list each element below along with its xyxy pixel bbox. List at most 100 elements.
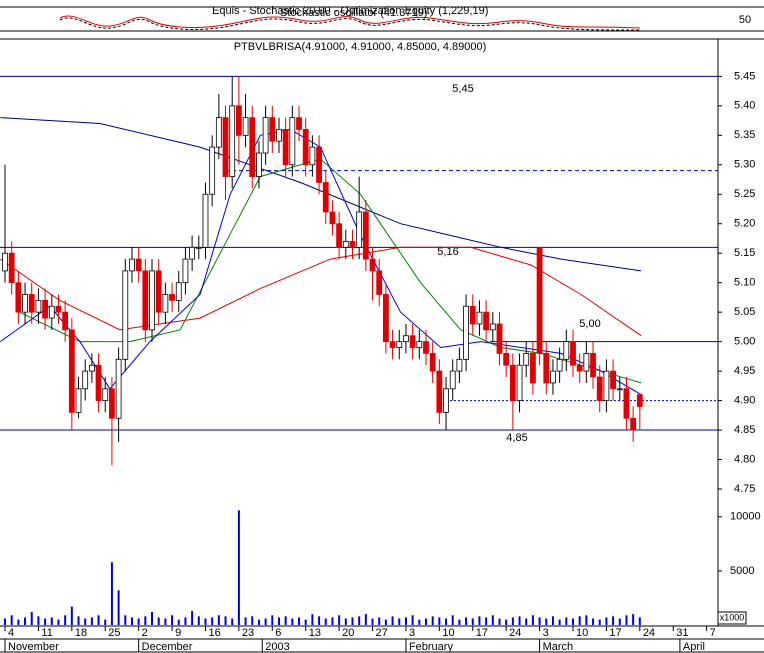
volume-bar	[458, 619, 461, 625]
x-tick-label: 11	[41, 627, 52, 639]
volume-bar	[84, 618, 87, 625]
candle-body	[242, 117, 249, 136]
candle-body	[95, 364, 102, 401]
candle-body	[469, 305, 476, 325]
level-label: 4,85	[506, 432, 527, 444]
indicator-line	[59, 15, 641, 29]
candle-body	[102, 388, 109, 401]
volume-bar	[578, 616, 581, 625]
candle-body	[536, 246, 543, 354]
volume-bar	[438, 617, 441, 625]
volume-bar	[471, 618, 474, 625]
candle-body	[416, 341, 423, 348]
volume-bar	[224, 616, 227, 625]
volume-bar	[571, 618, 574, 625]
candle-body	[182, 258, 189, 284]
x-tick-label: 2	[142, 627, 148, 639]
volume-bar	[157, 617, 160, 625]
volume-bar	[117, 590, 120, 625]
volume-bar	[371, 618, 374, 625]
candle-body	[603, 370, 610, 401]
candle-body	[336, 223, 343, 248]
x-tick-label: 3	[543, 627, 549, 639]
candle-body	[636, 394, 643, 407]
volume-bar	[197, 616, 200, 625]
indicator-line	[59, 17, 641, 31]
candle-body	[376, 270, 383, 295]
candle-body	[329, 211, 336, 225]
candle-body	[302, 129, 309, 166]
candle-body	[463, 305, 469, 360]
level-label: 5,45	[452, 83, 473, 95]
volume-bar	[110, 562, 113, 625]
volume-bar	[612, 616, 615, 625]
volume-bar	[384, 619, 387, 625]
volume-bar	[424, 618, 427, 625]
volume-bar	[551, 616, 554, 625]
candle-body	[436, 370, 443, 413]
volume-bar	[378, 617, 381, 625]
y-tick-label: 5.30	[734, 159, 755, 171]
volume-bar	[605, 617, 608, 625]
candle-body	[115, 358, 122, 419]
y-tick-label: 5.05	[734, 306, 755, 318]
volume-bar	[518, 616, 521, 625]
x-tick-label: 18	[75, 627, 87, 639]
y-tick-label: 5.45	[734, 70, 755, 82]
candle-body	[356, 211, 363, 248]
x-tick-label: 7	[710, 627, 716, 639]
candle-body	[8, 252, 15, 284]
x-tick-label: 23	[242, 627, 254, 639]
x-period-label: December	[142, 641, 193, 653]
y2-tick-label: 5000	[730, 565, 754, 577]
volume-bar	[17, 619, 20, 625]
y-tick-label: 4.80	[734, 453, 755, 465]
candle-body	[22, 294, 28, 313]
candle-body	[382, 294, 389, 343]
candle-body	[443, 388, 449, 413]
x-tick-label: 24	[643, 627, 655, 639]
candle-body	[556, 358, 563, 372]
candle-body	[169, 294, 175, 301]
volume-bar	[204, 618, 207, 625]
candle-body	[229, 105, 236, 177]
candle-body	[28, 294, 35, 313]
moving-average	[19, 158, 642, 384]
volume-bar	[505, 619, 508, 625]
candle-body	[476, 311, 483, 325]
volume-bar	[364, 614, 367, 625]
volume-bar	[592, 618, 595, 625]
volume-bar	[431, 616, 434, 625]
volume-bar	[4, 618, 7, 625]
volume-bar	[24, 617, 27, 625]
volume-bar	[124, 615, 127, 625]
y-tick-label: 4.95	[734, 365, 755, 377]
volume-bar	[177, 619, 180, 625]
volume-bar	[498, 618, 501, 625]
candle-body	[349, 241, 356, 248]
candle-body	[276, 129, 282, 142]
candle-body	[409, 335, 416, 348]
x-tick-label: 17	[476, 627, 488, 639]
candle-body	[88, 364, 95, 372]
volume-bar	[137, 618, 140, 625]
candle-body	[122, 270, 129, 360]
indicator-title: Equis - Stochastic 20,00 - Optimization …	[212, 5, 488, 17]
candle-body	[530, 353, 536, 384]
volume-bar	[565, 617, 568, 625]
x-tick-label: 10	[442, 627, 454, 639]
candle-body	[48, 305, 55, 319]
candle-body	[362, 211, 369, 260]
volume-bar	[64, 615, 67, 625]
volume-bar	[231, 618, 234, 625]
volume-bar	[70, 606, 73, 625]
volume-bar	[277, 617, 280, 625]
volume-bar	[244, 617, 247, 625]
candle-body	[429, 353, 436, 372]
candle-body	[2, 252, 8, 272]
candle-body	[296, 117, 302, 130]
x-tick-label: 3	[409, 627, 415, 639]
candle-body	[249, 117, 256, 177]
volume-bar	[284, 616, 287, 625]
